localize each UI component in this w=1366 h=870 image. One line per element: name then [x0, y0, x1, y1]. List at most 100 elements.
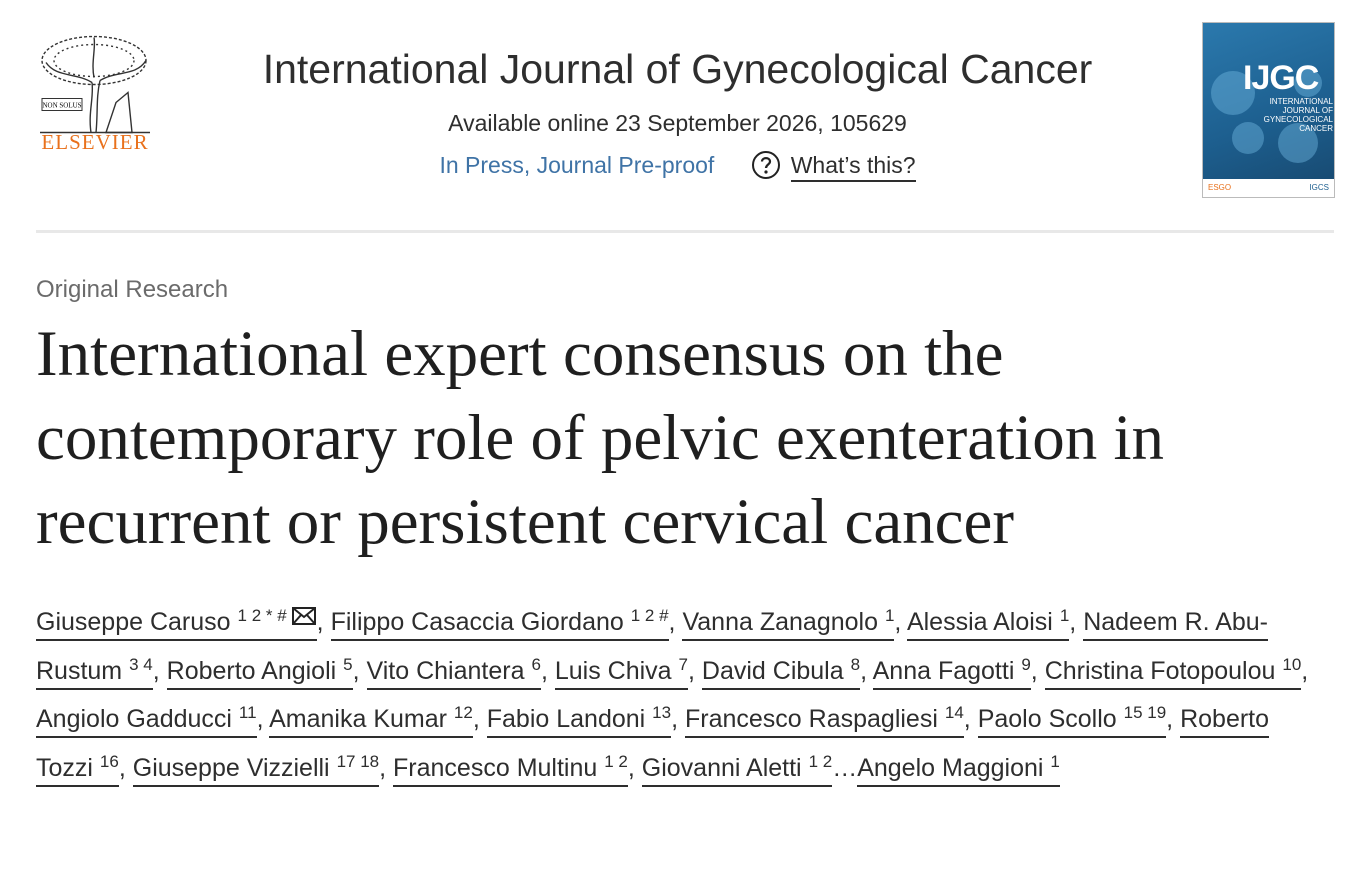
article-title: International expert consensus on the co…	[36, 318, 1165, 558]
author-affiliations: 9	[1021, 654, 1031, 674]
author-link[interactable]: Francesco Raspagliesi 14	[685, 703, 964, 738]
author-separator: ,	[379, 753, 387, 782]
author-name: Vanna Zanagnolo	[682, 608, 878, 636]
help-link[interactable]: What’s this?	[790, 152, 916, 182]
divider	[36, 230, 1334, 233]
author-link[interactable]: Filippo Casaccia Giordano 1 2 #	[330, 606, 669, 641]
author-name: David Cibula	[701, 656, 844, 685]
author-separator: ,	[256, 705, 264, 733]
cover-badge: IGCS	[1309, 183, 1329, 192]
author-separator: ,	[352, 656, 360, 685]
author-affiliations: 10	[1282, 654, 1302, 674]
author-link[interactable]: Vanna Zanagnolo 1	[682, 607, 895, 641]
author-separator: ,	[860, 656, 868, 685]
author-name: Francesco Raspagliesi	[685, 705, 938, 733]
author-link[interactable]: Nadeem R. Abu-Rustum 3 4	[36, 608, 1269, 690]
author-link[interactable]: Fabio Landoni 13	[486, 703, 672, 738]
author-name: Giovanni Aletti	[641, 753, 802, 782]
author-affiliations: 5	[343, 654, 353, 674]
author-separator: ,	[688, 656, 695, 685]
journal-cover[interactable]: IJGC INTERNATIONAL JOURNAL OF GYNECOLOGI…	[1202, 22, 1335, 198]
author-name: Anna Fagotti	[872, 656, 1015, 685]
author-link[interactable]: Amanika Kumar 12	[269, 703, 473, 738]
author-link[interactable]: Roberto Tozzi 16	[36, 705, 1270, 787]
cover-map	[1211, 69, 1322, 163]
availability: Available online 23 September 2026, 1056…	[448, 110, 907, 136]
author-name: Christina Fotopoulou	[1044, 656, 1276, 685]
author-name: Giuseppe Vizzielli	[132, 753, 330, 782]
author-name: Roberto Angioli	[166, 656, 337, 685]
status-row: In Press, Journal Pre-proof What’s this?	[180, 150, 1175, 182]
author-link[interactable]: Giuseppe Caruso 1 2 * #	[36, 606, 317, 641]
author-affiliations: 11	[238, 703, 257, 722]
author-link[interactable]: Vito Chiantera 6	[366, 654, 541, 690]
author-link[interactable]: Alessia Aloisi 1	[906, 606, 1070, 641]
cover-subtitle: INTERNATIONAL JOURNAL OF GYNECOLOGICAL C…	[1263, 97, 1333, 133]
author-separator: ,	[1030, 656, 1038, 685]
author-name: Angiolo Gadducci	[36, 705, 232, 733]
author-separator: …	[832, 753, 858, 782]
author-name: Amanika Kumar	[269, 705, 447, 733]
author-separator: ,	[152, 656, 160, 685]
author-name: Nadeem R. Abu-Rustum	[36, 608, 1269, 685]
logo-motto: NON SOLUS	[42, 102, 81, 110]
publisher-logo[interactable]: NON SOLUS	[36, 20, 154, 155]
author-link[interactable]: Francesco Multinu 1 2	[393, 751, 628, 787]
author-separator: ,	[1069, 608, 1077, 636]
author-affiliations: 1	[1059, 606, 1070, 625]
author-affiliations: 1 2	[604, 751, 628, 771]
author-affiliations: 8	[850, 654, 861, 674]
author-separator: ,	[118, 753, 126, 782]
author-affiliations: 14	[944, 703, 964, 722]
author-link[interactable]: Luis Chiva 7	[554, 656, 688, 690]
cover-title: IJGC	[1243, 59, 1319, 97]
author-name: Paolo Scollo	[977, 705, 1117, 733]
author-name: Fabio Landoni	[486, 705, 646, 733]
author-affiliations: 16	[99, 751, 119, 771]
author-link[interactable]: Christina Fotopoulou 10	[1044, 654, 1302, 690]
cover-badge: ESGO	[1208, 183, 1232, 192]
author-separator: ,	[668, 608, 676, 636]
author-link[interactable]: Anna Fagotti 9	[872, 654, 1031, 690]
author-link[interactable]: Angelo Maggioni 1	[857, 751, 1060, 787]
author-separator: ,	[540, 656, 548, 685]
author-name: Luis Chiva	[554, 656, 672, 685]
author-name: Alessia Aloisi	[906, 608, 1053, 636]
author-affiliations: 1 2 * #	[237, 606, 287, 625]
author-affiliations: 1 2	[808, 751, 833, 771]
article-type: Original Research	[36, 276, 229, 303]
author-name: Filippo Casaccia Giordano	[330, 608, 624, 636]
author-name: Francesco Multinu	[393, 753, 598, 782]
author-link[interactable]: Giovanni Aletti 1 2	[641, 751, 833, 787]
author-separator: ,	[1166, 705, 1174, 733]
author-link[interactable]: Giuseppe Vizzielli 17 18	[132, 751, 380, 787]
author-affiliations: 17 18	[336, 751, 380, 771]
author-separator: ,	[472, 705, 480, 733]
author-affiliations: 6	[531, 654, 541, 674]
email-icon[interactable]	[291, 606, 317, 626]
author-link[interactable]: David Cibula 8	[701, 654, 861, 690]
author-link[interactable]: Paolo Scollo 15 19	[977, 703, 1167, 738]
author-separator: ,	[627, 753, 635, 782]
author-list: Giuseppe Caruso 1 2 * #, Filippo Casacci…	[36, 598, 1336, 792]
author-affiliations: 1	[1050, 751, 1060, 771]
author-affiliations: 1 2 #	[630, 606, 669, 625]
author-affiliations: 13	[652, 703, 672, 722]
cover-footer: ESGO IGCS	[1203, 179, 1334, 197]
author-affiliations: 12	[453, 703, 473, 722]
author-affiliations: 15 19	[1123, 703, 1167, 722]
author-link[interactable]: Roberto Angioli 5	[166, 654, 353, 690]
publisher-name[interactable]: ELSEVIER	[41, 130, 149, 154]
author-link[interactable]: Angiolo Gadducci 11	[36, 703, 257, 738]
author-name: Roberto Tozzi	[36, 705, 1270, 782]
journal-title[interactable]: International Journal of Gynecological C…	[262, 46, 1093, 92]
author-separator: ,	[1301, 656, 1309, 685]
author-affiliations: 3 4	[129, 654, 153, 674]
author-separator: ,	[316, 608, 324, 636]
author-name: Angelo Maggioni	[857, 753, 1044, 782]
help-icon[interactable]	[751, 150, 781, 180]
article-status: In Press, Journal Pre-proof	[439, 152, 715, 178]
author-separator: ,	[894, 608, 902, 636]
author-name: Vito Chiantera	[366, 656, 525, 685]
